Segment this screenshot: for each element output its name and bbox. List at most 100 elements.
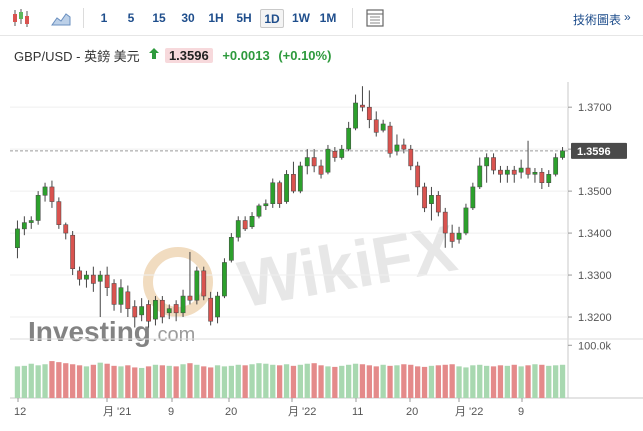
x-tick-label: 20	[406, 406, 418, 418]
price-change-percent: (+0.10%)	[278, 48, 332, 63]
volume-bar	[28, 363, 34, 398]
volume-bar	[35, 365, 41, 398]
candle-body	[394, 144, 400, 152]
candle-body	[484, 157, 490, 167]
y-tick-label: 1.3300	[578, 270, 612, 282]
candle-body	[125, 291, 131, 309]
candle-body	[263, 203, 269, 207]
volume-bar	[539, 364, 545, 398]
quote-header: GBP/USD - 英鎊 美元 1.3596 +0.0013 (+0.10%)	[14, 46, 331, 66]
candle-body	[15, 228, 20, 249]
timeframe-5[interactable]: 5	[127, 11, 135, 25]
volume-bar	[559, 364, 566, 398]
volume-bar	[435, 365, 441, 398]
volume-bar	[63, 363, 69, 398]
candle-body	[277, 182, 283, 204]
volume-bar	[463, 367, 469, 398]
candle-body	[118, 287, 124, 305]
candle-body	[42, 186, 48, 196]
candle-body	[525, 167, 531, 175]
candle-body	[235, 220, 241, 238]
candle-body	[194, 270, 200, 301]
timeframe-1[interactable]: 1	[100, 11, 108, 25]
volume-bar	[49, 361, 55, 398]
volume-bar	[442, 364, 448, 398]
volume-bar	[166, 365, 172, 398]
volume-bar	[373, 366, 379, 398]
candle-body	[477, 165, 483, 188]
volume-bar	[187, 363, 193, 398]
settings-grid-icon[interactable]	[364, 7, 386, 29]
technical-chart-link[interactable]: 技術圖表	[573, 13, 622, 27]
expand-arrows-icon[interactable]: »	[624, 10, 631, 24]
timeframe-30[interactable]: 30	[181, 11, 195, 25]
timeframe-1w[interactable]: 1W	[292, 11, 310, 25]
area-chart-icon[interactable]	[50, 7, 72, 29]
volume-bar	[70, 364, 76, 398]
candle-body	[201, 270, 207, 297]
candle-body	[422, 186, 427, 209]
candle-body	[366, 106, 372, 121]
x-tick-label: 月 '21	[103, 406, 131, 418]
volume-bar	[290, 365, 297, 398]
volume-bar	[152, 364, 159, 398]
candle-body	[242, 220, 248, 230]
candle-body	[153, 299, 158, 320]
volume-bar	[311, 363, 317, 398]
candle-body	[539, 171, 545, 183]
instrument-name: GBP/USD - 英鎊 美元	[14, 49, 140, 64]
volume-bar	[132, 367, 138, 398]
volume-bar	[139, 367, 145, 398]
candle-body	[449, 232, 455, 242]
candlestick-icon[interactable]	[10, 7, 32, 29]
volume-bar	[97, 362, 103, 398]
candle-body	[553, 157, 559, 175]
candle-body	[228, 237, 234, 261]
candle-body	[139, 306, 145, 316]
candle-body	[173, 304, 179, 314]
volume-bar	[118, 366, 124, 398]
candle-body	[415, 165, 421, 188]
x-tick-label: 月 '22	[455, 406, 483, 418]
timeframe-15[interactable]: 15	[152, 11, 166, 25]
candle-body	[249, 216, 255, 228]
candle-body	[380, 123, 386, 131]
timeframe-5h[interactable]: 5H	[236, 11, 252, 25]
candle-body	[401, 144, 407, 150]
candle-body	[304, 157, 310, 167]
timeframe-1d[interactable]: 1D	[260, 9, 284, 28]
time-axis: 12 月 '21 9 20 月 '22 11 20 月 '22 9	[14, 398, 524, 418]
volume-bar	[387, 365, 393, 398]
volume-bar	[104, 363, 110, 398]
volume-bar	[249, 364, 255, 398]
volume-bar	[214, 365, 221, 398]
x-tick-label: 9	[168, 406, 174, 418]
candle-body	[28, 220, 34, 223]
y-tick-label: 1.3200	[578, 312, 612, 324]
candle-body	[470, 186, 476, 209]
timeframe-1m[interactable]: 1M	[319, 11, 337, 25]
candle-body	[97, 274, 103, 282]
candle-body	[546, 174, 552, 183]
y-tick-label: 1.3700	[578, 102, 612, 114]
volume-bar	[14, 366, 21, 398]
volume-bar	[173, 366, 179, 398]
candle-body	[491, 157, 496, 171]
volume-bar	[256, 363, 262, 398]
candle-body	[77, 270, 82, 280]
volume-bar	[83, 366, 90, 398]
volume-bar	[277, 365, 283, 398]
candle-body	[332, 150, 338, 158]
candle-body	[456, 232, 462, 240]
candle-body	[215, 295, 220, 318]
volume-bar	[518, 366, 524, 398]
volume-bar	[532, 364, 538, 398]
candle-body	[318, 165, 324, 175]
toolbar-divider	[352, 8, 353, 28]
x-tick-label: 9	[518, 406, 524, 418]
volume-bar	[208, 367, 214, 398]
timeframe-1h[interactable]: 1H	[208, 11, 224, 25]
volume-bar	[221, 366, 228, 398]
candle-body	[166, 308, 172, 314]
